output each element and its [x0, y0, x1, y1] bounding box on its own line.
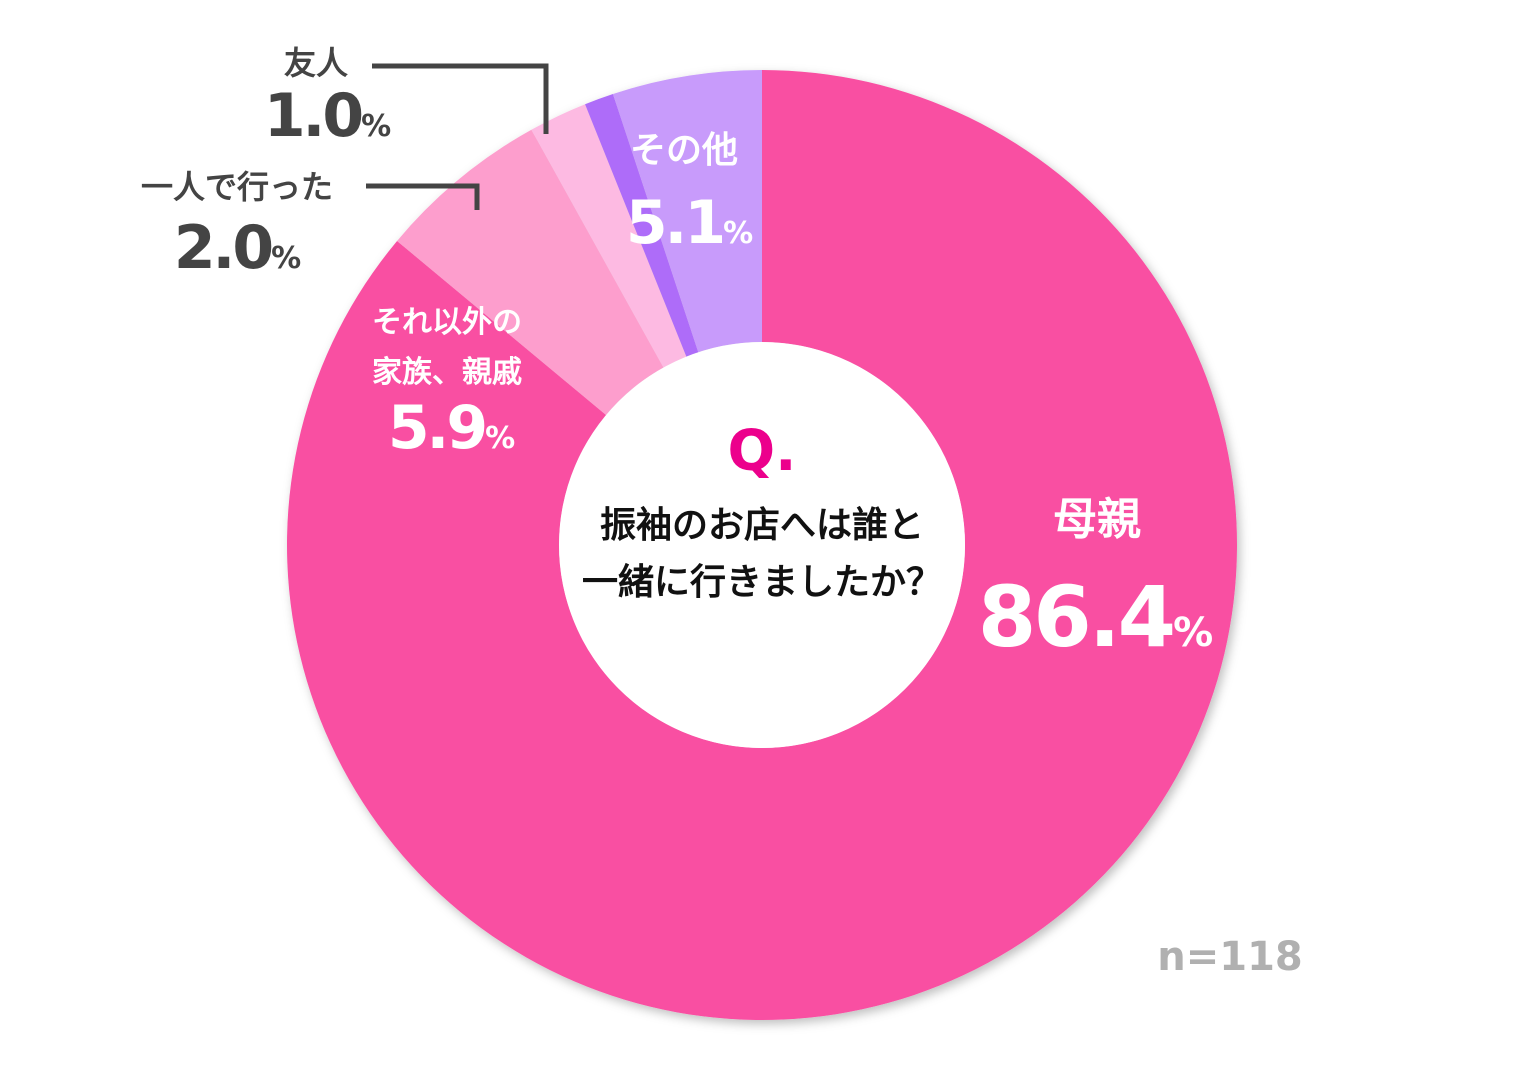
leader-line-friend — [372, 63, 549, 134]
donut-hole — [559, 342, 965, 748]
slice-label-other: その他 — [630, 130, 738, 171]
slice-label-friend: 友人 — [284, 44, 348, 82]
slice-label-relatives-1: それ以外の — [372, 305, 522, 340]
slice-value-mother: 86.4% — [978, 568, 1212, 666]
slice-mother — [286, 70, 1237, 1020]
slice-relatives — [397, 129, 664, 416]
slice-label-alone: 一人で行った — [141, 168, 333, 206]
slice-value-relatives: 5.9% — [388, 393, 515, 463]
donut-slices — [286, 70, 1237, 1020]
slice-value-friend: 1.0% — [264, 81, 391, 151]
slice-label-mother: 母親 — [1053, 494, 1141, 545]
slice-value-alone: 2.0% — [174, 213, 301, 283]
question-line-1: 振袖のお店へは誰と — [600, 505, 924, 546]
sample-size: n=118 — [1157, 934, 1303, 980]
slice-label-relatives-2: 家族、親戚 — [372, 355, 522, 390]
slice-other — [612, 70, 762, 353]
question-marker: Q. — [728, 419, 797, 484]
question-line-2: 一緒に行きましたか？ — [582, 562, 942, 603]
slice-alone — [531, 104, 687, 368]
leader-line-alone — [366, 183, 480, 210]
slice-friend — [585, 93, 699, 357]
slice-value-other: 5.1% — [626, 188, 753, 258]
